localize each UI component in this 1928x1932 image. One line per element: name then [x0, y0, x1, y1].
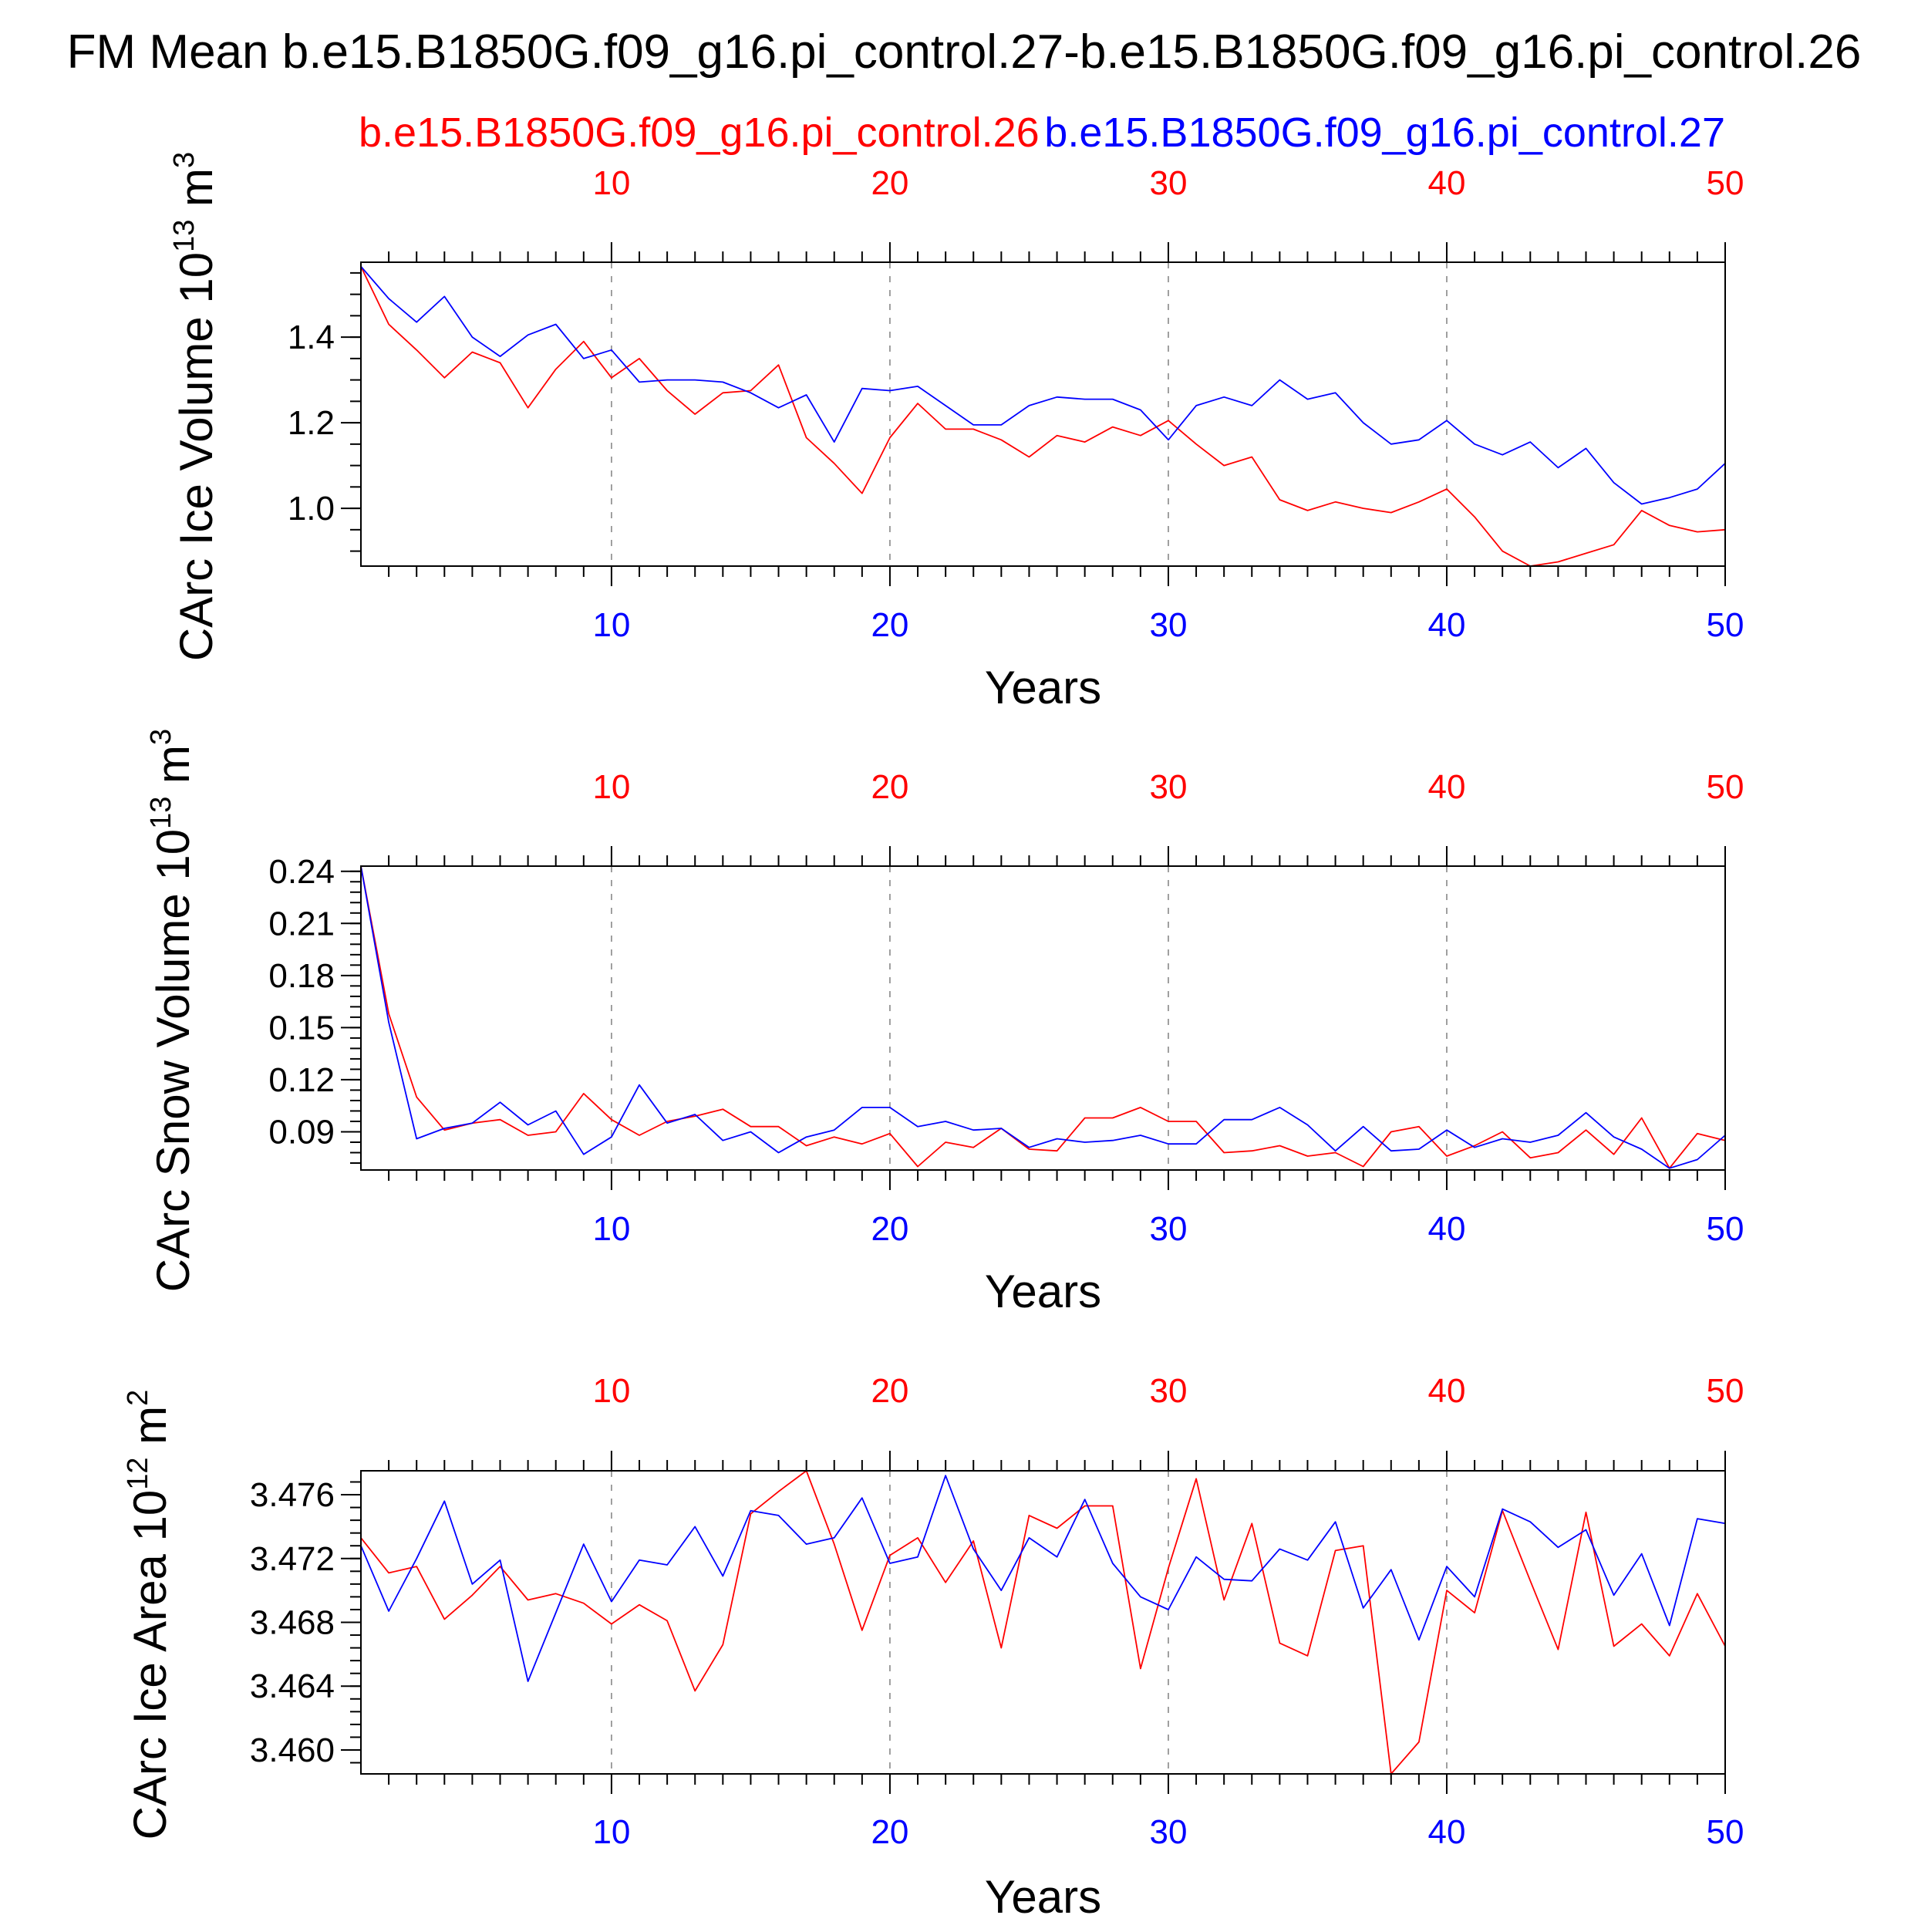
- y-tick-label: 0.24: [268, 853, 335, 891]
- y-tick-label: 0.21: [268, 905, 335, 942]
- x-tick-label-bottom: 20: [871, 1813, 908, 1851]
- panel-3: 10 10 20 20 30 30 40 40 50 50 3.460 3.464 3.468 3.472…: [122, 1372, 1744, 1923]
- x-tick-label-bottom: 20: [871, 606, 908, 644]
- y-tick-label: 0.09: [268, 1113, 335, 1151]
- x-tick-label-bottom: 50: [1707, 1813, 1744, 1851]
- series-line-red: [360, 865, 1726, 1169]
- y-tick-label: 0.15: [268, 1009, 335, 1047]
- x-tick-label-top: 30: [1149, 164, 1187, 202]
- x-tick-label-bottom: 10: [592, 606, 630, 644]
- x-tick-label-top: 10: [592, 768, 630, 806]
- panels: 10 10 20 20 30 30 40 40 50 50 1.0 1.2 1.4 Years CArc I…: [122, 152, 1744, 1923]
- y-tick-label: 3.468: [250, 1604, 335, 1642]
- legend-label-blue: b.e15.B1850G.f09_g16.pi_control.27: [1044, 110, 1725, 156]
- y-axis-label-part: m: [147, 745, 199, 797]
- x-tick-label-top: 20: [871, 1372, 908, 1410]
- series-line-red: [360, 266, 1726, 567]
- y-tick-label: 3.464: [250, 1667, 335, 1705]
- main-title: FM Mean b.e15.B1850G.f09_g16.pi_control.…: [67, 25, 1862, 79]
- x-tick-label-top: 10: [592, 1372, 630, 1410]
- y-tick-label: 1.2: [288, 404, 335, 442]
- x-tick-label-bottom: 50: [1707, 1210, 1744, 1248]
- y-tick-label: 1.4: [288, 319, 335, 356]
- x-axis-label: Years: [985, 1871, 1101, 1923]
- series-line-red: [360, 1470, 1726, 1775]
- plot-frame: [360, 865, 1726, 1171]
- x-tick-label-top: 20: [871, 164, 908, 202]
- x-tick-label-bottom: 40: [1428, 1210, 1466, 1248]
- y-tick-label: 3.460: [250, 1731, 335, 1769]
- x-tick-label-top: 50: [1707, 164, 1744, 202]
- x-tick-label-top: 30: [1149, 768, 1187, 806]
- x-tick-label-bottom: 10: [592, 1813, 630, 1851]
- y-tick-label: 0.18: [268, 957, 335, 995]
- y-tick-label: 1.0: [288, 490, 335, 528]
- x-tick-label-bottom: 10: [592, 1210, 630, 1248]
- y-axis-label: CArc Ice Volume 1013 m3: [168, 152, 222, 661]
- plot-frame: [360, 1470, 1726, 1775]
- series-line-blue: [360, 1475, 1726, 1682]
- y-axis-label-part: 12: [122, 1457, 154, 1489]
- x-tick-label-top: 10: [592, 164, 630, 202]
- y-axis-label-part: 13: [145, 797, 177, 829]
- x-tick-label-bottom: 40: [1428, 1813, 1466, 1851]
- x-tick-label-bottom: 50: [1707, 606, 1744, 644]
- series-line-blue: [360, 265, 1726, 505]
- y-axis-label-part: m: [124, 1406, 176, 1458]
- x-axis-label: Years: [985, 1266, 1101, 1317]
- panel-1: 10 10 20 20 30 30 40 40 50 50 1.0 1.2 1.4 Years CArc I…: [168, 152, 1744, 713]
- y-axis-label-part: CArc Ice Volume 10: [170, 252, 222, 661]
- y-axis-label-part: 3: [145, 729, 177, 745]
- y-axis-label-part: CArc Ice Area 10: [124, 1490, 176, 1840]
- x-tick-label-bottom: 30: [1149, 1813, 1187, 1851]
- y-tick-label: 0.12: [268, 1061, 335, 1099]
- x-tick-label-top: 30: [1149, 1372, 1187, 1410]
- x-tick-label-top: 50: [1707, 1372, 1744, 1410]
- x-tick-label-bottom: 20: [871, 1210, 908, 1248]
- x-tick-label-top: 40: [1428, 164, 1466, 202]
- y-tick-label: 3.476: [250, 1476, 335, 1514]
- y-axis-label: CArc Snow Volume 1013 m3: [145, 729, 199, 1292]
- y-axis-label-part: 13: [168, 220, 201, 252]
- panel-2: 10 10 20 20 30 30 40 40 50 50 0.09 0.12 0.15 0.18 0.21…: [145, 729, 1744, 1317]
- x-tick-label-bottom: 30: [1149, 606, 1187, 644]
- y-axis-label: CArc Ice Area 1012 m2: [122, 1390, 176, 1840]
- y-axis-label-part: 3: [168, 152, 201, 168]
- y-axis-label-part: m: [170, 168, 222, 220]
- x-tick-label-top: 50: [1707, 768, 1744, 806]
- x-axis-label: Years: [985, 662, 1101, 713]
- x-tick-label-bottom: 30: [1149, 1210, 1187, 1248]
- y-axis-label-part: 2: [122, 1390, 154, 1406]
- x-tick-label-top: 20: [871, 768, 908, 806]
- legend-label-red: b.e15.B1850G.f09_g16.pi_control.26: [359, 110, 1040, 156]
- series-line-blue: [360, 865, 1726, 1169]
- x-tick-label-top: 40: [1428, 768, 1466, 806]
- x-tick-label-bottom: 40: [1428, 606, 1466, 644]
- plot-frame: [360, 261, 1726, 567]
- y-axis-label-part: CArc Snow Volume 10: [147, 829, 199, 1292]
- y-tick-label: 3.472: [250, 1540, 335, 1578]
- x-tick-label-top: 40: [1428, 1372, 1466, 1410]
